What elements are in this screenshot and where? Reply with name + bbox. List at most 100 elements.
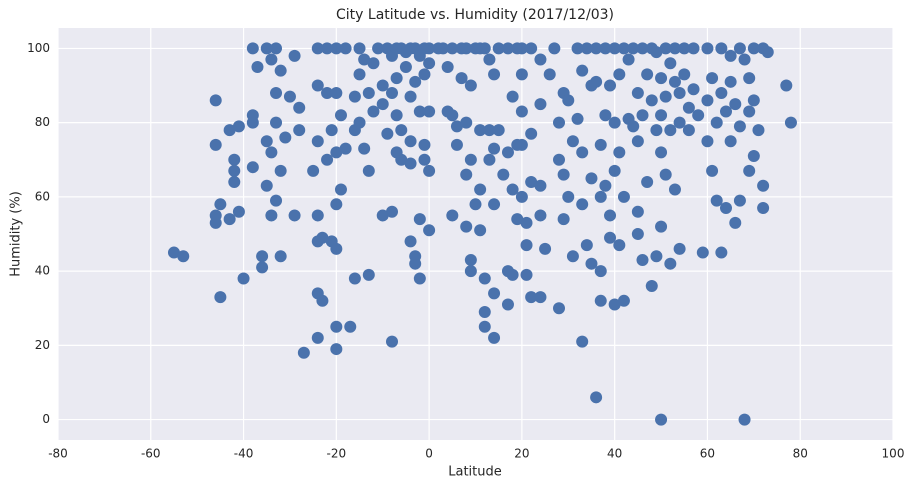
point	[631, 205, 644, 218]
point	[553, 116, 565, 129]
point	[293, 124, 306, 137]
x-tick-label: -20	[327, 447, 347, 461]
point	[274, 64, 287, 77]
point	[413, 213, 426, 226]
point	[478, 42, 491, 55]
point	[260, 42, 273, 55]
x-axis-label: Latitude	[448, 465, 502, 480]
point	[446, 42, 459, 55]
point	[321, 86, 334, 99]
y-tick-label: 40	[35, 264, 50, 278]
point	[474, 124, 487, 137]
point	[757, 202, 770, 215]
point	[604, 209, 617, 222]
y-tick-label: 80	[35, 115, 50, 129]
point	[613, 68, 626, 81]
point	[534, 179, 547, 192]
point	[488, 68, 501, 81]
point	[585, 257, 598, 270]
point	[608, 164, 621, 177]
point	[297, 346, 310, 359]
point	[450, 120, 463, 133]
point	[515, 105, 528, 118]
point	[404, 235, 417, 248]
point	[627, 120, 640, 133]
point	[232, 205, 245, 218]
point	[395, 153, 408, 166]
point	[566, 135, 579, 148]
point	[469, 198, 482, 211]
point	[534, 98, 547, 111]
point	[720, 202, 732, 215]
point	[608, 116, 621, 129]
point	[608, 42, 621, 55]
point	[330, 198, 343, 211]
point	[701, 94, 714, 107]
point	[492, 42, 505, 55]
x-tick-label: -80	[48, 447, 68, 461]
point	[520, 216, 533, 229]
point	[330, 146, 343, 159]
point	[617, 294, 630, 307]
point	[501, 146, 514, 159]
point	[594, 138, 607, 151]
point	[404, 135, 417, 148]
point	[353, 116, 366, 129]
point	[641, 68, 654, 81]
point	[659, 90, 672, 103]
point	[613, 239, 626, 252]
point	[553, 302, 565, 315]
point	[701, 135, 714, 148]
point	[687, 42, 700, 55]
point	[330, 343, 343, 356]
point	[617, 190, 630, 203]
point	[334, 183, 347, 196]
point	[715, 246, 728, 259]
point	[404, 90, 417, 103]
y-axis-label: Humidity (%)	[9, 191, 24, 277]
point	[228, 153, 241, 166]
point	[655, 220, 668, 233]
point	[270, 116, 283, 129]
point	[562, 190, 575, 203]
point	[627, 42, 640, 55]
point	[311, 135, 324, 148]
point	[460, 116, 473, 129]
point	[386, 335, 398, 348]
point	[576, 198, 589, 211]
point	[645, 94, 658, 107]
point	[358, 142, 371, 155]
y-tick-label: 60	[35, 189, 50, 203]
point	[701, 42, 714, 55]
point	[483, 153, 496, 166]
point	[534, 209, 547, 222]
point	[622, 53, 635, 66]
x-tick-label: 40	[607, 447, 622, 461]
point	[720, 105, 732, 118]
point	[761, 46, 774, 59]
point	[423, 42, 436, 55]
point	[423, 57, 436, 70]
chart-title: City Latitude vs. Humidity (2017/12/03)	[336, 7, 614, 23]
point	[307, 164, 320, 177]
point	[525, 127, 538, 140]
point	[209, 138, 222, 151]
point	[515, 190, 528, 203]
point	[548, 42, 561, 55]
point	[265, 209, 278, 222]
point	[673, 242, 686, 255]
point	[478, 305, 491, 318]
point	[501, 298, 514, 311]
point	[655, 413, 668, 426]
point	[362, 164, 375, 177]
point	[492, 124, 505, 137]
x-tick-label: 60	[700, 447, 715, 461]
x-tick-label: -40	[234, 447, 254, 461]
point	[696, 246, 709, 259]
point	[599, 42, 612, 55]
point	[743, 164, 756, 177]
point	[348, 272, 361, 285]
y-tick-label: 100	[27, 41, 50, 55]
point	[474, 224, 487, 237]
